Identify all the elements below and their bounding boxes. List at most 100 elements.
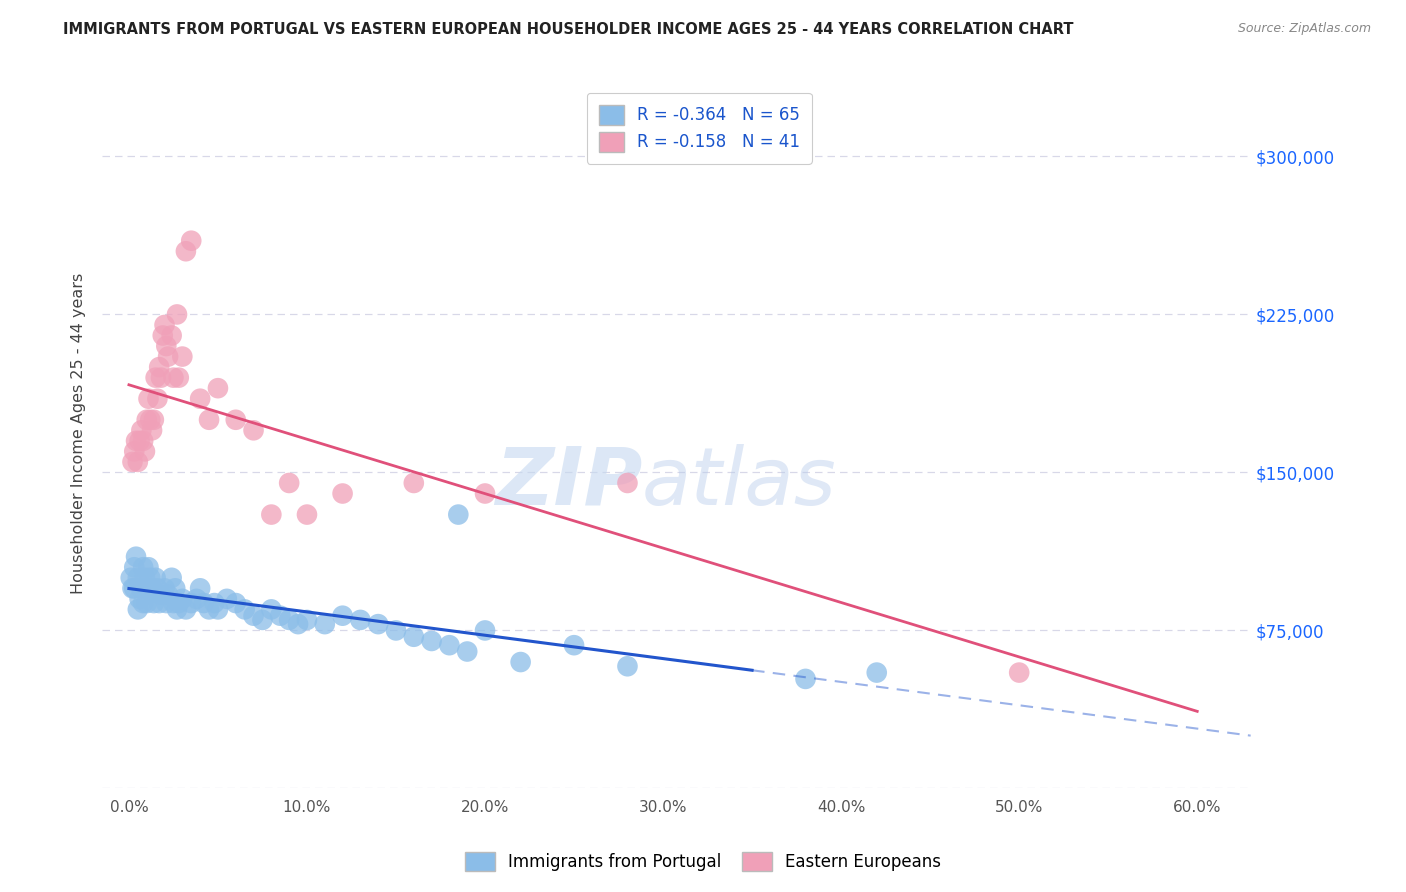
Point	[153, 582, 176, 596]
Point	[295, 613, 318, 627]
Point	[402, 630, 425, 644]
Point	[145, 571, 167, 585]
Point	[155, 339, 177, 353]
Point	[269, 608, 291, 623]
Point	[142, 413, 165, 427]
Point	[135, 413, 157, 427]
Point	[225, 596, 247, 610]
Point	[160, 328, 183, 343]
Point	[616, 475, 638, 490]
Point	[155, 596, 177, 610]
Point	[439, 638, 461, 652]
Point	[122, 582, 145, 596]
Point	[127, 602, 149, 616]
Point	[141, 582, 163, 596]
Text: IMMIGRANTS FROM PORTUGAL VS EASTERN EUROPEAN HOUSEHOLDER INCOME AGES 25 - 44 YEA: IMMIGRANTS FROM PORTUGAL VS EASTERN EURO…	[63, 22, 1074, 37]
Point	[166, 308, 188, 322]
Point	[180, 234, 202, 248]
Point	[188, 392, 211, 406]
Point	[367, 617, 389, 632]
Point	[198, 413, 221, 427]
Point	[142, 596, 165, 610]
Y-axis label: Householder Income Ages 25 - 44 years: Householder Income Ages 25 - 44 years	[72, 272, 86, 593]
Point	[188, 582, 211, 596]
Point	[1008, 665, 1031, 680]
Point	[242, 423, 264, 437]
Point	[167, 370, 190, 384]
Point	[122, 560, 145, 574]
Point	[193, 596, 215, 610]
Point	[160, 571, 183, 585]
Point	[167, 596, 190, 610]
Point	[174, 244, 197, 259]
Point	[139, 413, 162, 427]
Point	[174, 602, 197, 616]
Point	[134, 444, 156, 458]
Point	[474, 486, 496, 500]
Point	[121, 582, 143, 596]
Point	[135, 582, 157, 596]
Point	[162, 596, 184, 610]
Point	[562, 638, 585, 652]
Point	[132, 560, 155, 574]
Legend: R = -0.364   N = 65, R = -0.158   N = 41: R = -0.364 N = 65, R = -0.158 N = 41	[588, 93, 811, 163]
Point	[474, 624, 496, 638]
Point	[128, 591, 150, 606]
Point	[121, 455, 143, 469]
Point	[125, 434, 148, 448]
Legend: Immigrants from Portugal, Eastern Europeans: Immigrants from Portugal, Eastern Europe…	[457, 843, 949, 880]
Point	[215, 591, 238, 606]
Point	[186, 591, 208, 606]
Point	[135, 596, 157, 610]
Point	[138, 560, 160, 574]
Text: atlas: atlas	[643, 443, 837, 522]
Point	[385, 624, 408, 638]
Point	[138, 392, 160, 406]
Point	[149, 588, 172, 602]
Point	[153, 318, 176, 332]
Point	[122, 444, 145, 458]
Point	[180, 596, 202, 610]
Point	[314, 617, 336, 632]
Point	[139, 571, 162, 585]
Point	[131, 582, 153, 596]
Point	[166, 602, 188, 616]
Text: Source: ZipAtlas.com: Source: ZipAtlas.com	[1237, 22, 1371, 36]
Point	[149, 370, 172, 384]
Point	[145, 370, 167, 384]
Point	[172, 350, 194, 364]
Point	[120, 571, 142, 585]
Point	[225, 413, 247, 427]
Point	[132, 434, 155, 448]
Point	[165, 582, 187, 596]
Text: ZIP: ZIP	[495, 443, 643, 522]
Point	[402, 475, 425, 490]
Point	[157, 588, 180, 602]
Point	[242, 608, 264, 623]
Point	[202, 596, 225, 610]
Point	[127, 571, 149, 585]
Point	[148, 596, 170, 610]
Point	[125, 549, 148, 564]
Point	[866, 665, 889, 680]
Point	[295, 508, 318, 522]
Point	[349, 613, 371, 627]
Point	[162, 370, 184, 384]
Point	[332, 608, 354, 623]
Point	[447, 508, 470, 522]
Point	[141, 423, 163, 437]
Point	[207, 602, 229, 616]
Point	[128, 434, 150, 448]
Point	[152, 328, 174, 343]
Point	[132, 596, 155, 610]
Point	[332, 486, 354, 500]
Point	[207, 381, 229, 395]
Point	[233, 602, 256, 616]
Point	[278, 475, 301, 490]
Point	[252, 613, 274, 627]
Point	[127, 455, 149, 469]
Point	[148, 360, 170, 375]
Point	[287, 617, 309, 632]
Point	[260, 508, 283, 522]
Point	[134, 571, 156, 585]
